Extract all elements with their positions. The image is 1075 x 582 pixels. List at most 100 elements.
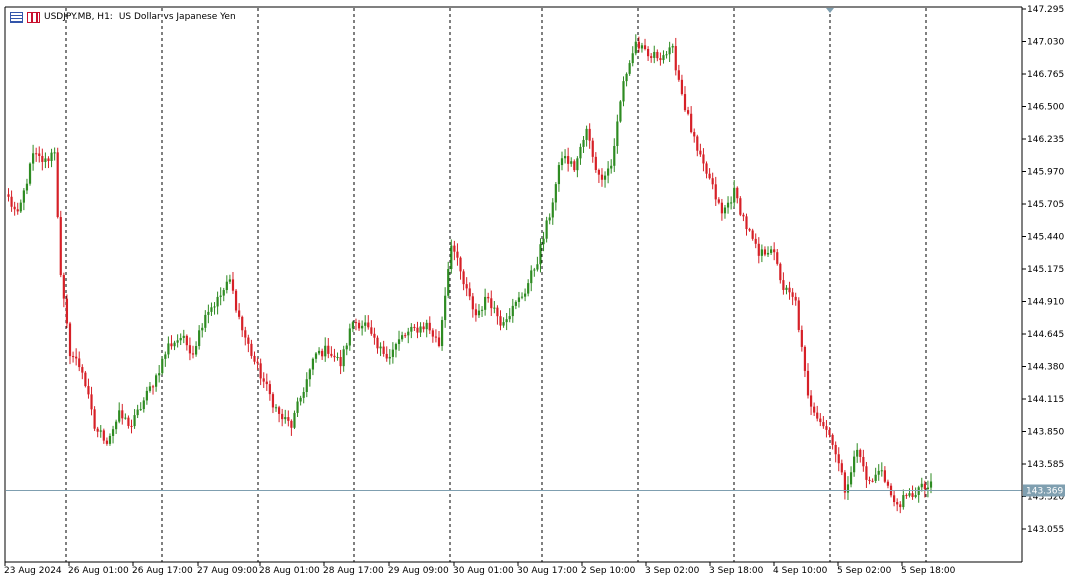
symbol-label: USDJPY.MB, H1:	[44, 12, 113, 22]
candle-body	[108, 435, 112, 444]
candle-body	[425, 322, 428, 330]
candle-body	[576, 158, 579, 171]
candle-body	[582, 139, 585, 147]
candle-body	[773, 249, 776, 253]
candle-body	[111, 429, 115, 436]
candle-body	[739, 198, 742, 215]
candle-body	[742, 214, 745, 217]
candle-body	[539, 244, 542, 265]
candle-body	[336, 357, 339, 359]
candle-body	[314, 353, 318, 359]
candle-body	[16, 209, 19, 212]
candle-body	[730, 202, 733, 204]
candle-body	[770, 249, 773, 253]
candle-body	[800, 329, 803, 347]
candle-body	[244, 330, 247, 338]
candle-body	[905, 495, 908, 497]
candle-body	[591, 140, 594, 157]
time-tick-label: 2 Sep 10:00	[581, 566, 636, 576]
candle-body	[530, 270, 533, 284]
current-price-label: 143.369	[1026, 486, 1063, 496]
candle-body	[231, 279, 235, 291]
candle-body	[499, 316, 502, 326]
candle-body	[487, 296, 490, 299]
candle-body	[527, 283, 530, 294]
candle-body	[219, 295, 222, 297]
candle-body	[271, 394, 275, 408]
candle-body	[760, 249, 763, 256]
candle-body	[625, 73, 628, 82]
candle-body	[840, 463, 843, 473]
candle-body	[262, 378, 265, 382]
shift-marker-icon[interactable]	[826, 8, 834, 13]
candle-body	[557, 165, 561, 185]
candle-body	[330, 353, 333, 356]
candle-body	[207, 311, 210, 315]
candle-body	[567, 156, 570, 164]
candle-body	[600, 174, 604, 180]
time-tick-label: 28 Aug 17:00	[323, 566, 384, 576]
candle-body	[447, 269, 450, 296]
candle-body	[185, 335, 188, 346]
candle-body	[668, 47, 671, 55]
candle-body	[871, 480, 874, 482]
candle-body	[570, 161, 573, 164]
candle-body	[78, 358, 81, 368]
candle-body	[809, 395, 813, 407]
candle-body	[385, 353, 388, 359]
candle-body	[911, 493, 914, 497]
candle-body	[551, 202, 554, 218]
candle-body	[640, 45, 644, 49]
candle-body	[837, 454, 840, 464]
candle-body	[348, 328, 351, 346]
candle-body	[622, 81, 625, 102]
chart-header: USDJPY.MB, H1: US Dollar vs Japanese Yen	[10, 8, 236, 26]
candle-body	[379, 346, 382, 349]
candle-body	[327, 345, 330, 354]
candle-body	[677, 70, 680, 80]
candle-body	[370, 327, 373, 334]
candle-body	[253, 355, 256, 362]
candle-body	[105, 440, 108, 444]
candle-body	[81, 367, 84, 373]
candle-body	[634, 41, 637, 54]
price-tick-label: 146.235	[1027, 135, 1064, 145]
candle-body	[893, 495, 896, 503]
time-tick-label: 28 Aug 01:00	[259, 566, 320, 576]
time-tick-label: 3 Sep 18:00	[709, 566, 764, 576]
candle-body	[803, 346, 807, 371]
candle-body	[397, 339, 401, 345]
candle-body	[484, 296, 487, 310]
candle-body	[693, 132, 696, 137]
candle-body	[776, 252, 779, 264]
candle-body	[717, 199, 720, 203]
candle-body	[686, 110, 690, 114]
chart-bars-icon[interactable]	[27, 11, 40, 23]
time-tick-label: 4 Sep 10:00	[773, 566, 828, 576]
candle-body	[158, 373, 161, 376]
candle-body	[173, 342, 176, 347]
candle-body	[19, 202, 22, 212]
candle-body	[662, 55, 665, 61]
candle-body	[597, 169, 600, 175]
candle-body	[720, 202, 723, 214]
price-tick-label: 145.970	[1027, 168, 1064, 178]
candle-body	[791, 292, 794, 297]
candle-body	[333, 355, 336, 358]
candle-body	[647, 49, 650, 57]
candle-body	[176, 340, 179, 343]
candle-body	[373, 333, 376, 338]
candle-body	[170, 343, 173, 347]
candle-body	[407, 331, 410, 336]
chart-list-icon[interactable]	[10, 11, 23, 23]
candle-body	[766, 252, 770, 255]
candle-body	[607, 168, 610, 176]
candle-body	[816, 412, 819, 419]
candle-body	[71, 356, 75, 358]
candle-body	[868, 479, 871, 481]
price-tick-label: 145.175	[1027, 265, 1064, 275]
candle-body	[726, 202, 730, 208]
candle-body	[865, 466, 868, 480]
